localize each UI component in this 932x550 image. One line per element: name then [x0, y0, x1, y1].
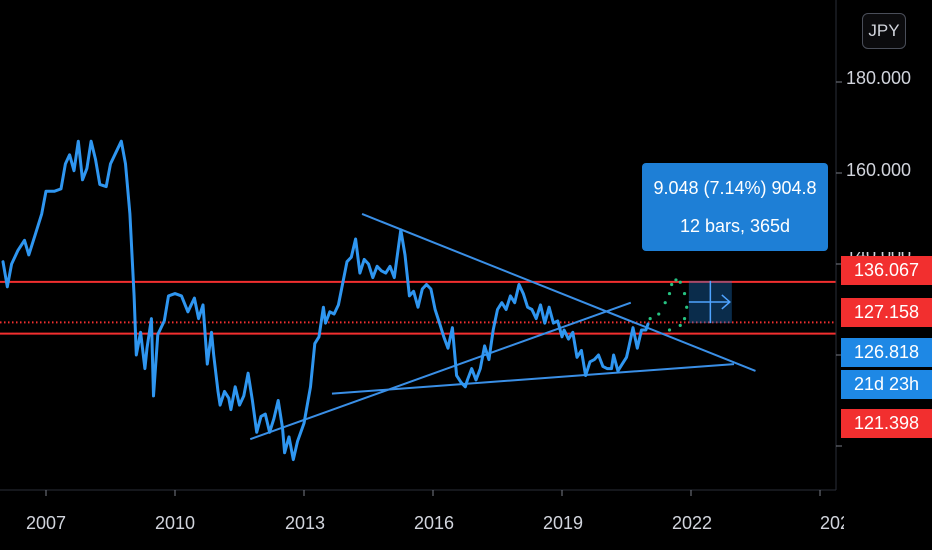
projection-point: [682, 291, 687, 296]
time-tick-label: 2016: [413, 513, 455, 533]
currency-badge[interactable]: JPY: [862, 13, 906, 49]
time-tick-label: 2013: [284, 513, 326, 533]
projection-point: [667, 291, 672, 296]
price-series-line: [1, 139, 650, 462]
bar-countdown-label: 21d 23h: [841, 370, 932, 399]
lower-line-price-label: 121.398: [841, 409, 932, 438]
trendline: [331, 363, 735, 395]
projection-point: [682, 317, 687, 321]
time-axis-tick-marks: [45, 490, 821, 496]
measure-tooltip: 9.048 (7.14%) 904.8 12 bars, 365d: [642, 163, 828, 251]
projection-point: [663, 301, 667, 305]
trendlines-layer: [249, 213, 756, 441]
projection-point: [670, 282, 674, 287]
projection-point: [678, 280, 682, 284]
trendline: [249, 301, 632, 441]
time-tick-label: 2007: [25, 513, 67, 533]
current-price-label: 126.818: [841, 338, 932, 367]
price-tick-label: 160.000: [846, 160, 912, 180]
time-tick-label: 2010: [154, 513, 196, 533]
time-tick-label: 2025: [820, 513, 844, 533]
measure-arrowhead: [721, 294, 731, 310]
price-tick-label: 180.000: [846, 68, 912, 88]
time-tick-label: 2022: [671, 513, 713, 533]
measure-tooltip-range: 12 bars, 365d: [679, 216, 791, 236]
time-tick-label: 2019: [542, 513, 584, 533]
projection-point: [674, 278, 678, 282]
measure-box-layer[interactable]: [688, 280, 732, 324]
measure-tooltip-change: 9.048 (7.14%) 904.8: [653, 178, 817, 198]
upper-line-price-label: 136.067: [841, 256, 932, 285]
projection-point: [685, 305, 689, 309]
projection-point: [657, 312, 661, 316]
dotted-line-price-label: 127.158: [841, 298, 932, 327]
price-series-layer: [1, 139, 650, 462]
projection-point: [648, 317, 652, 321]
trendline: [361, 213, 756, 372]
projection-point: [678, 323, 682, 328]
projection-point: [667, 328, 672, 332]
projection-layer: [648, 278, 689, 332]
